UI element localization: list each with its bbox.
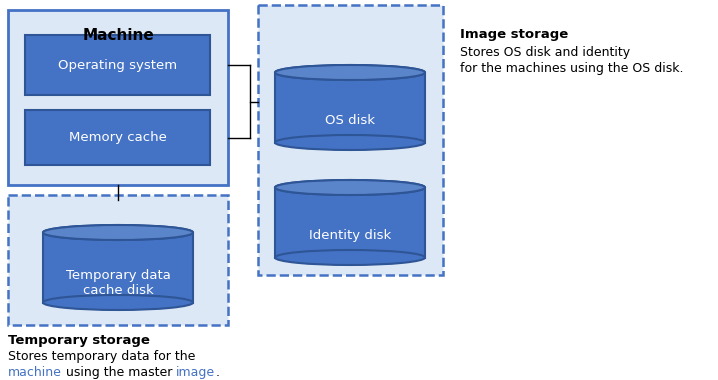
Text: Stores temporary data for the: Stores temporary data for the [8, 350, 195, 363]
Text: Identity disk: Identity disk [309, 228, 391, 242]
Ellipse shape [275, 180, 425, 195]
Ellipse shape [275, 65, 425, 80]
Text: Image storage: Image storage [460, 28, 568, 41]
Text: OS disk: OS disk [325, 114, 375, 127]
Bar [8, 195, 228, 325]
Text: Stores OS disk and identity: Stores OS disk and identity [460, 46, 630, 59]
Ellipse shape [43, 225, 193, 240]
Bar [25, 110, 210, 165]
Text: Machine: Machine [82, 28, 154, 43]
Text: using the master: using the master [62, 366, 176, 379]
Bar [8, 10, 228, 185]
Text: .: . [215, 366, 220, 379]
Text: image: image [176, 366, 215, 379]
Ellipse shape [43, 225, 193, 240]
Bar [43, 233, 193, 302]
Text: Memory cache: Memory cache [69, 131, 167, 144]
Bar [275, 187, 425, 258]
Text: machine: machine [8, 366, 62, 379]
Text: Temporary storage: Temporary storage [8, 334, 150, 347]
Bar [258, 5, 443, 275]
Text: Temporary data
cache disk: Temporary data cache disk [65, 269, 170, 297]
Bar [275, 73, 425, 142]
Ellipse shape [275, 65, 425, 80]
Bar [25, 35, 210, 95]
Text: for the machines using the OS disk.: for the machines using the OS disk. [460, 62, 684, 75]
Ellipse shape [275, 250, 425, 265]
Ellipse shape [275, 180, 425, 195]
Text: Operating system: Operating system [58, 59, 177, 71]
Ellipse shape [43, 295, 193, 310]
Ellipse shape [275, 135, 425, 150]
